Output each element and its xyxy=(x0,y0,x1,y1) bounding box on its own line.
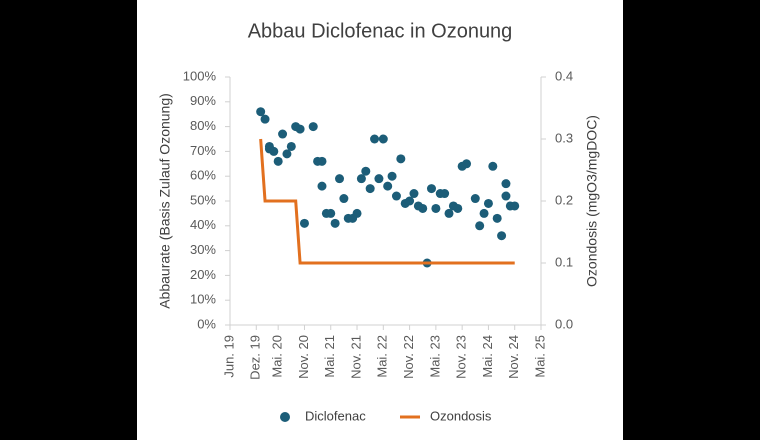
point xyxy=(317,181,327,191)
point xyxy=(330,218,340,228)
y2-axis-title: Ozondosis (mgO3/mgDOC) xyxy=(584,115,600,287)
point xyxy=(479,208,489,218)
y-tick-label: 30% xyxy=(190,242,216,257)
point xyxy=(256,107,266,117)
point xyxy=(488,161,498,171)
y-tick-label: 60% xyxy=(190,168,216,183)
point xyxy=(339,194,349,204)
point xyxy=(470,194,480,204)
point xyxy=(409,189,419,199)
point xyxy=(356,174,366,184)
point xyxy=(317,156,327,166)
point xyxy=(260,114,270,124)
y2-tick-label: 0.1 xyxy=(555,254,573,269)
point xyxy=(273,156,283,166)
y-tick-label: 50% xyxy=(190,192,216,207)
point xyxy=(483,198,493,208)
y-tick-label: 20% xyxy=(190,267,216,282)
point xyxy=(492,213,502,223)
x-tick-label: Nov. 21 xyxy=(348,335,363,379)
x-tick-label: Mai. 23 xyxy=(427,335,442,378)
x-tick-label: Mai. 21 xyxy=(322,335,337,378)
point xyxy=(352,208,362,218)
x-tick-label: Dez. 19 xyxy=(248,335,263,380)
point xyxy=(453,203,463,213)
point xyxy=(365,184,375,194)
point xyxy=(286,141,296,151)
point xyxy=(278,129,288,139)
point xyxy=(510,201,520,211)
point xyxy=(391,191,401,201)
panel xyxy=(137,0,623,440)
point xyxy=(440,189,450,199)
line xyxy=(259,138,515,265)
legend-label: Diclofenac xyxy=(305,408,366,423)
point xyxy=(497,231,507,241)
y-tick-label: 40% xyxy=(190,217,216,232)
chart-title: Abbau Diclofenac in Ozonung xyxy=(248,20,513,42)
x-tick-label: Mai. 25 xyxy=(532,335,547,378)
y-tick-label: 10% xyxy=(190,292,216,307)
x-tick-label: Nov. 24 xyxy=(506,335,521,379)
y2-tick-label: 0.4 xyxy=(555,68,573,83)
point xyxy=(444,208,454,218)
x-tick-label: Mai. 20 xyxy=(270,335,285,378)
point xyxy=(426,184,436,194)
point xyxy=(361,166,371,176)
point xyxy=(299,218,309,228)
point xyxy=(501,179,511,189)
x-tick-label: Jun. 19 xyxy=(221,335,236,378)
point xyxy=(387,171,397,181)
legend-marker xyxy=(280,412,290,422)
y2-tick-label: 0.0 xyxy=(555,316,573,331)
point xyxy=(269,146,279,156)
point xyxy=(405,196,415,206)
x-tick-label: Nov. 23 xyxy=(454,335,469,379)
y2-tick-label: 0.3 xyxy=(555,130,573,145)
point xyxy=(282,149,292,159)
point xyxy=(462,159,472,169)
point xyxy=(475,221,485,231)
y-tick-label: 0% xyxy=(197,316,216,331)
y-tick-label: 70% xyxy=(190,143,216,158)
point xyxy=(396,154,406,164)
point xyxy=(378,134,388,144)
x-tick-label: Mai. 24 xyxy=(480,335,495,378)
point xyxy=(295,124,305,134)
x-tick-label: Nov. 20 xyxy=(296,335,311,379)
point xyxy=(326,208,336,218)
point xyxy=(383,181,393,191)
x-tick-label: Mai. 22 xyxy=(375,335,390,378)
point xyxy=(308,122,318,132)
point xyxy=(370,134,380,144)
point xyxy=(335,174,345,184)
y-tick-label: 80% xyxy=(190,118,216,133)
y2-tick-label: 0.2 xyxy=(555,192,573,207)
point xyxy=(374,174,384,184)
point xyxy=(501,191,511,201)
x-tick-label: Nov. 22 xyxy=(401,335,416,379)
point xyxy=(418,203,428,213)
y-tick-label: 90% xyxy=(190,93,216,108)
legend-label: Ozondosis xyxy=(430,408,492,423)
point xyxy=(431,203,441,213)
y-tick-label: 100% xyxy=(183,68,217,83)
y-axis-title: Abbaurate (Basis Zulauf Ozonung) xyxy=(157,93,173,309)
